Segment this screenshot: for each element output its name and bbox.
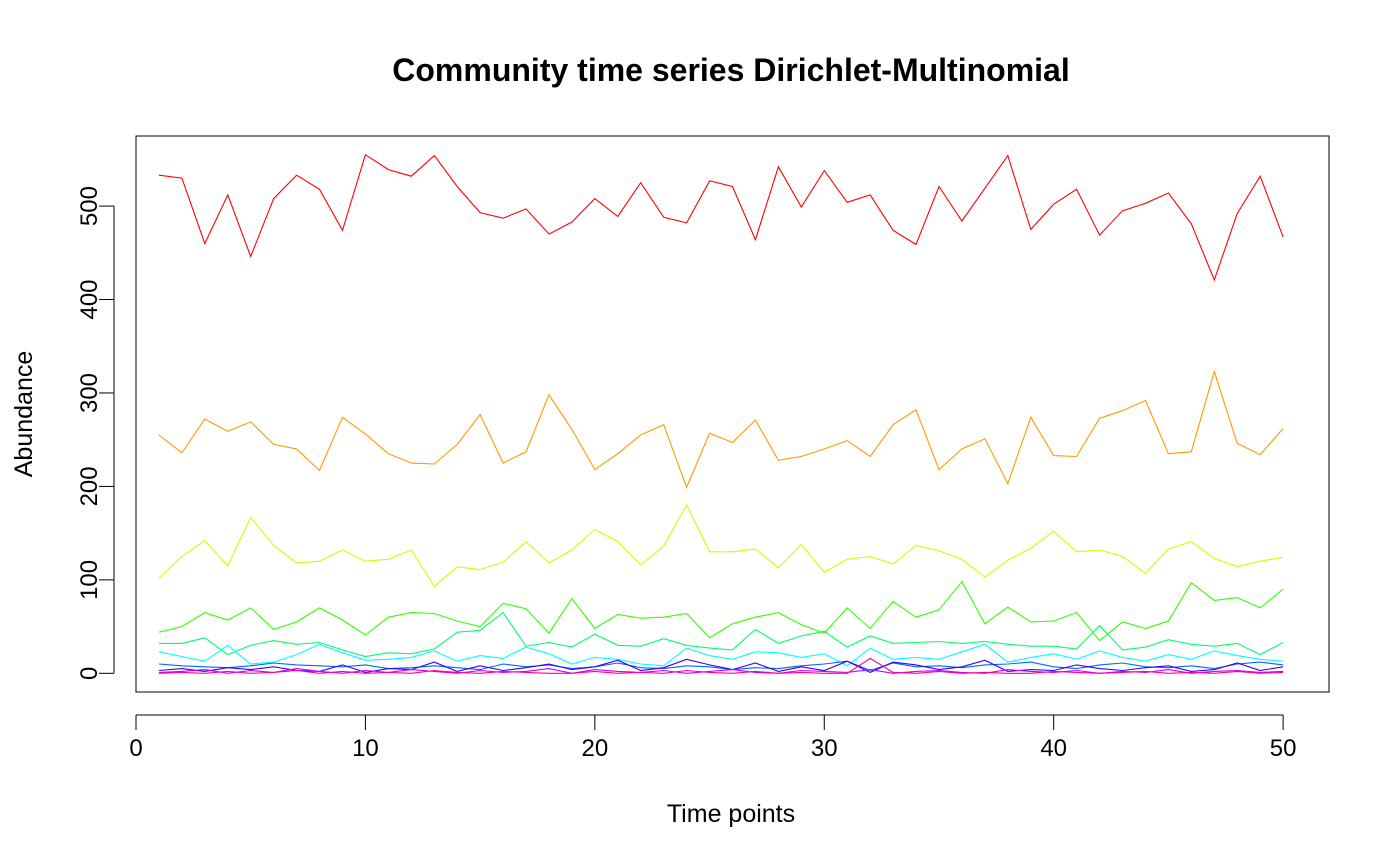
y-tick-label: 200 [76, 466, 103, 506]
series-layer [158, 153, 1284, 674]
y-tick-label: 100 [76, 560, 103, 600]
x-tick-label: 40 [1040, 735, 1067, 762]
x-tick-label: 30 [811, 735, 838, 762]
x-tick-label: 0 [129, 735, 142, 762]
chart-title: Community time series Dirichlet-Multinom… [392, 52, 1069, 88]
y-tick-label: 400 [76, 279, 103, 319]
x-tick-label: 10 [352, 735, 379, 762]
series-line-5 [158, 611, 1284, 658]
y-axis-title: Abundance [10, 351, 38, 478]
series-line-3 [158, 503, 1284, 588]
plot-frame [135, 135, 1330, 693]
x-axis: 0 10 20 30 40 50 [129, 714, 1297, 762]
y-tick-label: 300 [76, 373, 103, 413]
series-line-4 [158, 580, 1284, 642]
y-tick-label: 0 [76, 667, 103, 680]
series-line-8 [158, 658, 1284, 674]
x-tick-label: 20 [581, 735, 608, 762]
series-line-10 [158, 657, 1284, 674]
series-line-1 [158, 153, 1284, 282]
x-tick-label: 50 [1270, 735, 1297, 762]
y-tick-label: 500 [76, 186, 103, 226]
y-axis: 0 100 200 300 400 500 [76, 186, 115, 680]
x-axis-title: Time points [667, 800, 795, 828]
series-line-6 [158, 643, 1284, 667]
series-line-2 [158, 369, 1284, 489]
